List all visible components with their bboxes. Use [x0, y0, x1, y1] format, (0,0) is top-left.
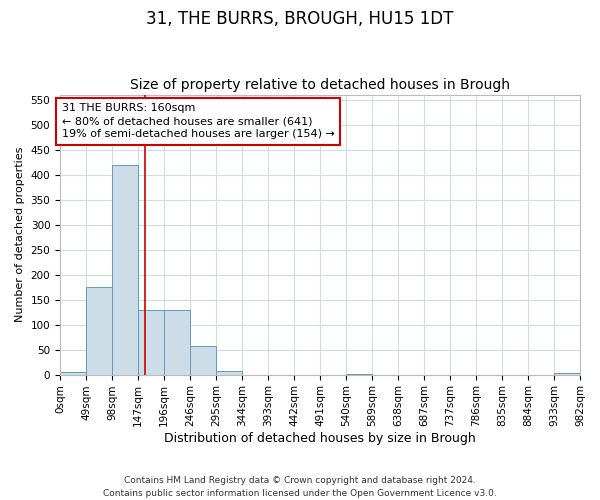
Bar [164, 310, 190, 374]
X-axis label: Distribution of detached houses by size in Brough: Distribution of detached houses by size … [164, 432, 476, 445]
Bar [138, 310, 164, 374]
Bar [60, 372, 86, 374]
Bar [216, 370, 242, 374]
Text: 31, THE BURRS, BROUGH, HU15 1DT: 31, THE BURRS, BROUGH, HU15 1DT [146, 10, 454, 28]
Title: Size of property relative to detached houses in Brough: Size of property relative to detached ho… [130, 78, 510, 92]
Text: Contains HM Land Registry data © Crown copyright and database right 2024.
Contai: Contains HM Land Registry data © Crown c… [103, 476, 497, 498]
Bar [112, 164, 138, 374]
Bar [554, 373, 580, 374]
Y-axis label: Number of detached properties: Number of detached properties [15, 147, 25, 322]
Bar [86, 287, 112, 374]
Bar [190, 346, 216, 374]
Text: 31 THE BURRS: 160sqm
← 80% of detached houses are smaller (641)
19% of semi-deta: 31 THE BURRS: 160sqm ← 80% of detached h… [62, 103, 334, 140]
